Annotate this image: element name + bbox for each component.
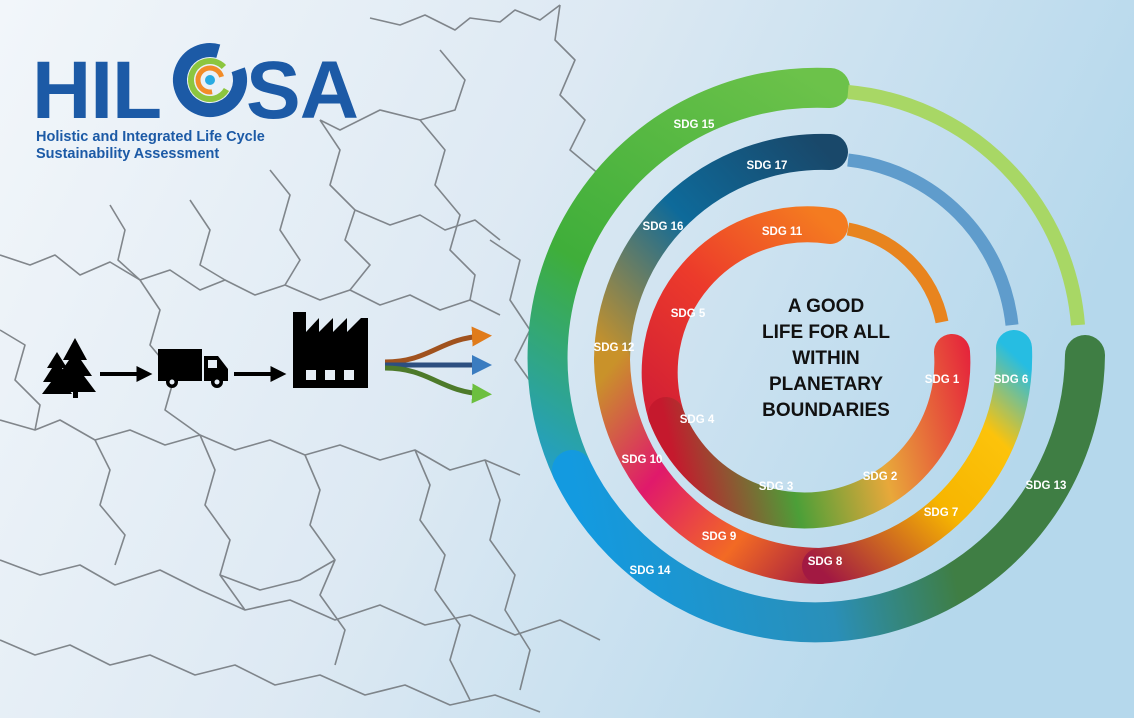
center-line-3: WITHIN (792, 348, 860, 369)
center-line-1: A GOOD (788, 296, 864, 317)
label-sdg-13: SDG 13 (1026, 480, 1067, 492)
lifecycle-circle-icon (173, 43, 247, 117)
center-line-2: LIFE FOR ALL (762, 322, 890, 343)
label-sdg-2: SDG 2 (863, 471, 898, 483)
ring-inner-arc-b (648, 334, 971, 529)
ring-middle-arc-c (802, 330, 1033, 584)
logo-tagline: Holistic and Integrated Life Cycle Susta… (36, 129, 265, 163)
ring-outer-arc-14-13 (552, 335, 1105, 643)
label-sdg-16: SDG 16 (643, 221, 684, 233)
tagline-line-1: Holistic and Integrated Life Cycle (36, 129, 265, 145)
outer-ring (527, 67, 1105, 643)
inner-ring (641, 206, 971, 529)
inner-ring-labels: SDG 11 SDG 5 SDG 4 SDG 3 SDG 2 SDG 1 (671, 226, 960, 493)
logo-text-left: HIL (32, 45, 161, 130)
hilcsa-logo: HIL SA (32, 43, 359, 130)
label-sdg-3: SDG 3 (759, 481, 794, 493)
label-sdg-12: SDG 12 (594, 342, 635, 354)
label-sdg-10: SDG 10 (622, 454, 663, 466)
label-sdg-9: SDG 9 (702, 531, 737, 543)
center-statement: A GOOD LIFE FOR ALL WITHIN PLANETARY BOU… (762, 296, 890, 421)
middle-ring-labels: SDG 17 SDG 16 SDG 12 SDG 10 SDG 9 SDG 8 … (594, 160, 1029, 568)
center-line-4: PLANETARY (769, 374, 883, 395)
split-arrows-icon (384, 326, 492, 404)
ring-inner-thin-arc (846, 222, 949, 324)
label-sdg-14: SDG 14 (630, 565, 672, 577)
tagline-line-2: Sustainability Assessment (36, 146, 220, 162)
outer-ring-labels: SDG 15 SDG 14 SDG 13 (630, 119, 1067, 577)
ring-outer-arc-15 (527, 67, 850, 490)
label-sdg-15: SDG 15 (674, 119, 716, 131)
ring-outer-thin-arc (847, 85, 1085, 326)
label-sdg-4: SDG 4 (680, 414, 715, 426)
logo-text-right: SA (246, 45, 358, 130)
middle-ring (594, 133, 1033, 584)
label-sdg-6: SDG 6 (994, 374, 1029, 386)
label-sdg-5: SDG 5 (671, 308, 706, 320)
truck-icon (158, 349, 228, 388)
label-sdg-7: SDG 7 (924, 507, 959, 519)
trees-icon (42, 338, 96, 398)
center-line-5: BOUNDARIES (762, 400, 890, 421)
label-sdg-11: SDG 11 (762, 226, 803, 238)
ring-inner-arc-a (641, 206, 848, 433)
ring-middle-arc-b (594, 342, 838, 584)
label-sdg-8: SDG 8 (808, 556, 843, 568)
factory-icon (293, 312, 368, 388)
label-sdg-17: SDG 17 (747, 160, 788, 172)
label-sdg-1: SDG 1 (925, 374, 960, 386)
ring-middle-arc-a (594, 133, 848, 378)
ring-middle-thin-arc (847, 153, 1019, 326)
